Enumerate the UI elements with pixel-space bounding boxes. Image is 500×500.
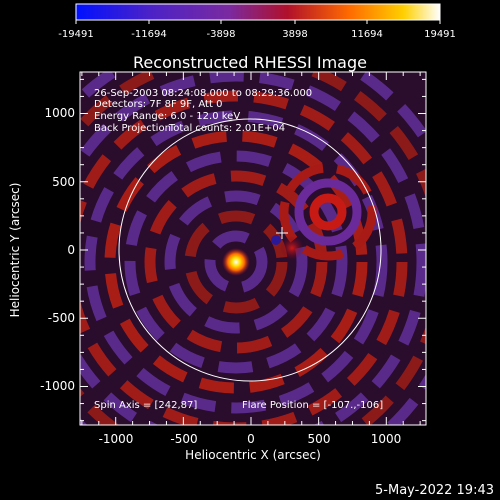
axis-ticks xyxy=(80,72,426,425)
colorbar-tick-label: 3898 xyxy=(282,29,307,40)
colorbar: -19491 -11694 -3898 3898 11694 19491 xyxy=(58,3,456,40)
secondary-source xyxy=(280,236,304,260)
y-tick-label: -1000 xyxy=(40,379,75,393)
info-line-energy: Energy Range: 6.0 - 12.0 keV xyxy=(94,111,240,122)
x-axis-title: Heliocentric X (arcsec) xyxy=(185,448,321,462)
fringe-ring xyxy=(104,130,368,394)
y-tick-label: 1000 xyxy=(44,106,75,120)
secondary-ring xyxy=(279,163,377,261)
colorbar-tick-label: 19491 xyxy=(424,29,456,40)
flare-position-marker xyxy=(276,227,288,239)
x-tick-label: 0 xyxy=(247,432,255,446)
dark-spot xyxy=(271,235,281,245)
plot-frame xyxy=(79,71,427,426)
x-tick-label: 1000 xyxy=(371,432,402,446)
secondary-ring xyxy=(294,178,362,246)
fringe-ring xyxy=(144,170,328,354)
solar-limb xyxy=(118,118,382,382)
info-line-time: 26-Sep-2003 08:24:08.000 to 08:29:36.000 xyxy=(94,88,312,99)
fringe-ring xyxy=(184,210,288,314)
fringe-ring xyxy=(124,150,348,374)
colorbar-tick-label: -11694 xyxy=(131,29,166,40)
main-source xyxy=(222,248,250,276)
y-tick-label: 500 xyxy=(52,175,75,189)
fringe-ring xyxy=(204,230,268,294)
y-tick-label: -500 xyxy=(48,311,75,325)
footer-date: 5-May-2022 19:43 xyxy=(375,483,494,498)
colorbar-gradient xyxy=(75,3,441,21)
spin-axis-label: Spin Axis = [242,87] xyxy=(94,400,197,411)
info-line-counts: Total counts: 2.01E+04 xyxy=(168,123,285,134)
flare-position-label: Flare Position = [-107.,-106] xyxy=(242,400,383,411)
y-axis-title: Heliocentric Y (arcsec) xyxy=(8,183,22,318)
colorbar-tick-label: 11694 xyxy=(351,29,383,40)
x-tick-label: -500 xyxy=(170,432,197,446)
x-tick-label: 500 xyxy=(308,432,331,446)
fringe-pattern xyxy=(80,72,426,425)
fringe-ring xyxy=(84,110,388,414)
y-tick-label: 0 xyxy=(67,243,75,257)
colorbar-tick-label: -3898 xyxy=(206,29,235,40)
fringe-ring xyxy=(80,90,408,425)
fringe-ring xyxy=(164,190,308,334)
fringe-ring xyxy=(80,72,426,425)
colorbar-ticks xyxy=(75,20,441,24)
info-line-detectors: Detectors: 7F 8F 9F, Att 0 xyxy=(94,99,222,110)
x-tick-label: -1000 xyxy=(99,432,134,446)
colorbar-tick-label: -19491 xyxy=(58,29,93,40)
plot-title: Reconstructed RHESSI Image xyxy=(133,53,367,72)
secondary-ring xyxy=(309,193,347,231)
info-line-method: Back Projection xyxy=(94,123,171,134)
image-area: 26-Sep-2003 08:24:08.000 to 08:29:36.000… xyxy=(79,71,427,426)
